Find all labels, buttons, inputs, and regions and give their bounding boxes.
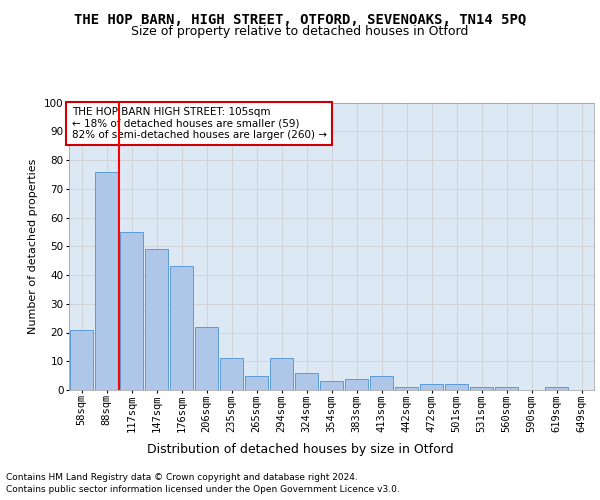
Bar [295,373,318,390]
Bar [70,330,93,390]
Text: Size of property relative to detached houses in Otford: Size of property relative to detached ho… [131,25,469,38]
Bar [245,376,268,390]
Bar [545,387,568,390]
Bar [170,266,193,390]
Text: Contains public sector information licensed under the Open Government Licence v3: Contains public sector information licen… [6,485,400,494]
Y-axis label: Number of detached properties: Number of detached properties [28,158,38,334]
Bar [395,387,418,390]
Bar [270,358,293,390]
Bar [445,384,468,390]
Bar [345,378,368,390]
Bar [120,232,143,390]
Bar [145,249,168,390]
Text: THE HOP BARN HIGH STREET: 105sqm
← 18% of detached houses are smaller (59)
82% o: THE HOP BARN HIGH STREET: 105sqm ← 18% o… [71,107,326,140]
Bar [470,387,493,390]
Bar [95,172,118,390]
Bar [320,382,343,390]
Text: Contains HM Land Registry data © Crown copyright and database right 2024.: Contains HM Land Registry data © Crown c… [6,472,358,482]
Bar [220,358,243,390]
Text: Distribution of detached houses by size in Otford: Distribution of detached houses by size … [146,442,454,456]
Bar [420,384,443,390]
Bar [370,376,393,390]
Bar [195,327,218,390]
Bar [495,387,518,390]
Text: THE HOP BARN, HIGH STREET, OTFORD, SEVENOAKS, TN14 5PQ: THE HOP BARN, HIGH STREET, OTFORD, SEVEN… [74,12,526,26]
